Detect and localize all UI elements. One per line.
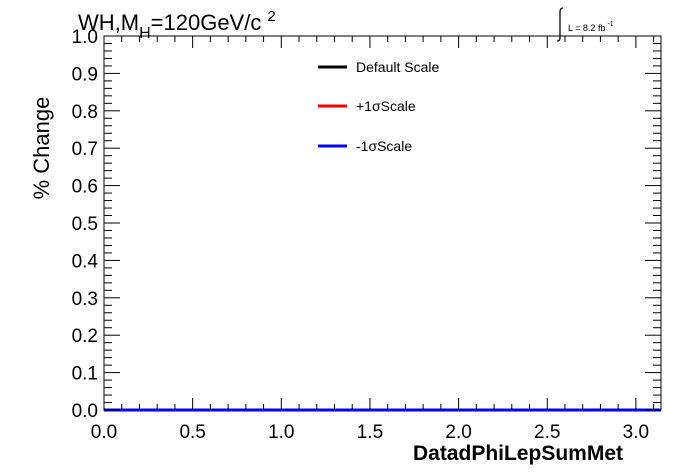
- chart-title: WH,MH=120GeV/c 2: [78, 8, 276, 42]
- legend: Default Scale +1σScale -1σScale: [318, 59, 439, 154]
- x-tick-label: 0.5: [179, 422, 205, 443]
- y-tick-label: 0.3: [72, 289, 98, 310]
- luminosity-text: L = 8.2 fb -1: [568, 21, 614, 33]
- x-tick-label: 3.0: [623, 422, 649, 443]
- x-tick-label: 1.0: [268, 422, 294, 443]
- x-axis-title: DatadPhiLepSumMet: [413, 442, 623, 465]
- title-rest: =120GeV/c: [151, 10, 262, 35]
- y-tick-label: 0.4: [72, 251, 99, 272]
- y-tick-label: 0.7: [72, 139, 98, 160]
- y-tick-label: 0.5: [72, 214, 98, 235]
- title-subscript: H: [139, 25, 151, 42]
- integral-icon: [559, 7, 564, 38]
- x-axis: 0.0 0.5 1.0 1.5 2.0 2.5 3.0: [91, 36, 655, 443]
- x-tick-label: 2.5: [534, 422, 560, 443]
- y-tick-label: 1.0: [72, 27, 98, 48]
- legend-label-plus1sigma: +1σScale: [356, 98, 416, 114]
- y-axis-title: % Change: [29, 97, 54, 200]
- y-tick-label: 0.1: [72, 364, 98, 385]
- y-tick-label: 0.2: [72, 326, 98, 347]
- y-tick-label: 0.0: [72, 401, 98, 422]
- y-axis: 0.0 0.1 0.2 0.3 0.4 0.5 0.6 0.7 0.8 0.9 1.0: [72, 27, 661, 422]
- legend-label-minus1sigma: -1σScale: [356, 138, 412, 154]
- y-tick-label: 0.9: [72, 64, 98, 85]
- legend-label-default: Default Scale: [356, 59, 439, 75]
- x-tick-label: 1.5: [357, 422, 383, 443]
- luminosity-annotation: L = 8.2 fb -1: [556, 7, 614, 42]
- x-tick-label: 0.0: [91, 422, 117, 443]
- y-tick-label: 0.8: [72, 102, 98, 123]
- x-tick-label: 2.0: [445, 422, 471, 443]
- y-tick-label: 0.6: [72, 177, 98, 198]
- title-superscript: 2: [267, 8, 275, 25]
- title-main: WH,M: [78, 10, 139, 35]
